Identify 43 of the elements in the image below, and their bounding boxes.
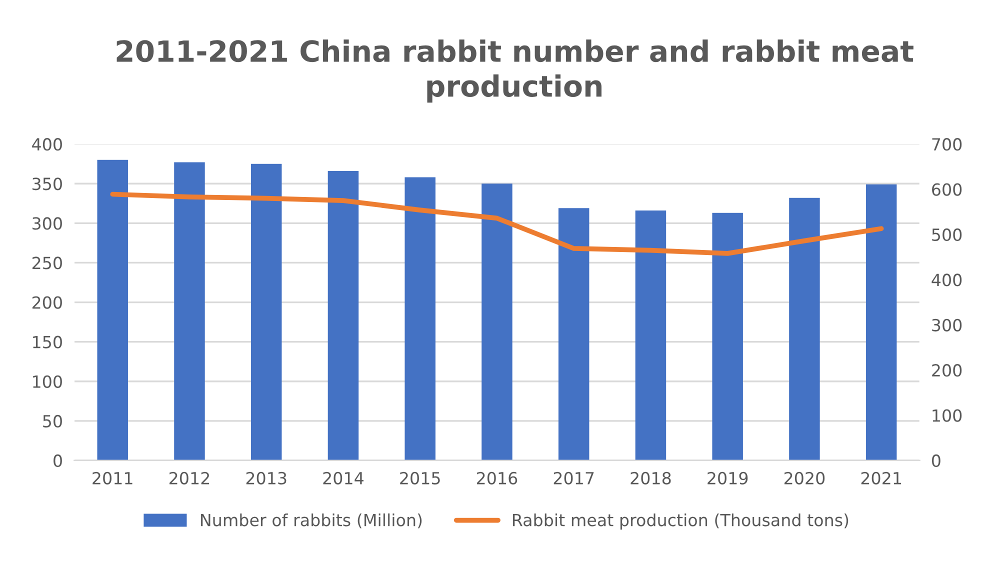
y2-tick-label: 200 bbox=[932, 364, 962, 377]
y-tick-label: 0 bbox=[54, 454, 62, 468]
x-tick-label: 2011 bbox=[92, 472, 132, 484]
bar bbox=[404, 177, 436, 460]
x-tick-label: 2014 bbox=[323, 472, 364, 484]
y2-tick-label: 600 bbox=[932, 183, 962, 196]
y-tick-label: 150 bbox=[33, 336, 62, 348]
x-tick-label: 2019 bbox=[708, 472, 748, 484]
y2-tick-label: 700 bbox=[932, 138, 962, 151]
x-tick-label: 2021 bbox=[861, 472, 901, 484]
line-series bbox=[110, 192, 884, 256]
bar bbox=[97, 160, 128, 460]
x-tick-label: 2018 bbox=[630, 472, 671, 484]
y-tick-label: 400 bbox=[32, 138, 62, 151]
y-tick-label: 250 bbox=[32, 256, 62, 270]
bar bbox=[482, 184, 512, 460]
x-tick-label: 2020 bbox=[784, 472, 825, 484]
bar bbox=[712, 212, 743, 460]
y-tick-label: 100 bbox=[33, 375, 62, 388]
y-tick-label: 350 bbox=[32, 178, 62, 190]
y2-tick-label: 0 bbox=[932, 454, 940, 468]
y2-tick-label: 100 bbox=[932, 409, 962, 422]
y-tick-label: 200 bbox=[32, 296, 62, 309]
y2-tick-label: 300 bbox=[932, 318, 962, 332]
legend-label: Rabbit meat production (Thousand tons) bbox=[513, 513, 848, 530]
x-tick-label: 2012 bbox=[169, 472, 210, 484]
chart-title: 2011-2021 China rabbit number and rabbit meat production bbox=[116, 40, 914, 103]
bar bbox=[635, 210, 666, 460]
bar bbox=[866, 184, 897, 460]
x-tick-label: 2016 bbox=[476, 472, 518, 484]
x-tick-label: 2013 bbox=[246, 472, 286, 484]
y2-tick-label: 400 bbox=[932, 274, 962, 286]
y-tick-label: 300 bbox=[32, 217, 62, 230]
bar bbox=[789, 198, 820, 460]
bar bbox=[328, 170, 359, 460]
bar bbox=[174, 162, 205, 460]
legend-label: Number of rabbits (Million) bbox=[201, 513, 422, 528]
bar bbox=[558, 208, 590, 460]
x-tick-label: 2015 bbox=[400, 472, 440, 484]
y-tick-label: 50 bbox=[43, 414, 62, 428]
x-tick-label: 2017 bbox=[554, 472, 594, 484]
bar bbox=[250, 164, 282, 460]
y2-tick-label: 500 bbox=[932, 228, 962, 242]
